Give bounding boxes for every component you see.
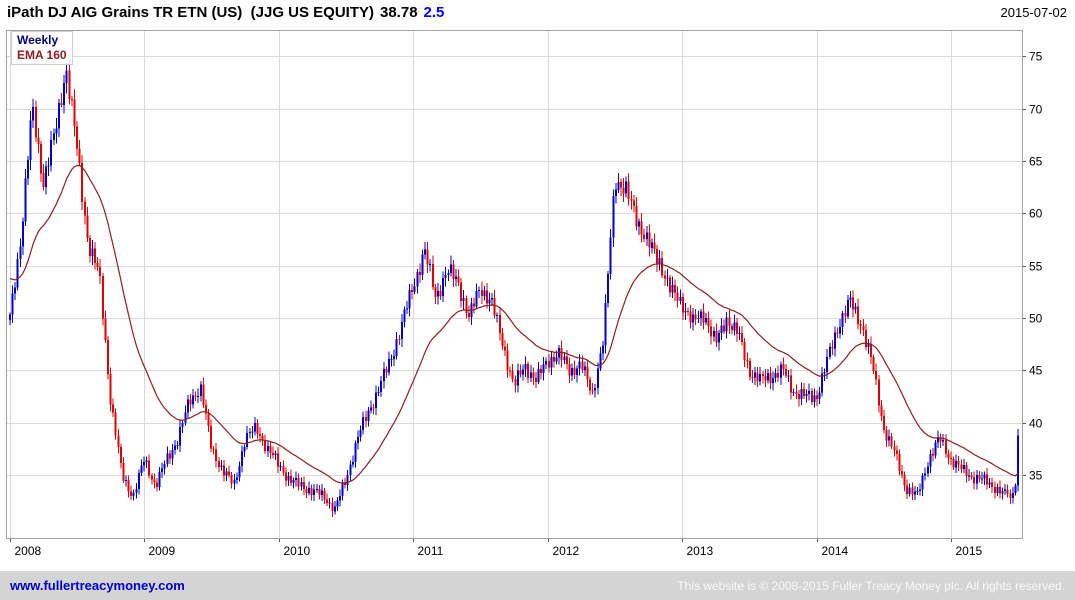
- svg-text:2013: 2013: [687, 544, 714, 558]
- svg-text:40: 40: [1029, 417, 1043, 431]
- svg-text:2010: 2010: [284, 544, 311, 558]
- svg-text:65: 65: [1029, 155, 1043, 169]
- chart-header: iPath DJ AIG Grains TR ETN (US) (JJG US …: [0, 0, 1075, 26]
- svg-text:60: 60: [1029, 207, 1043, 221]
- site-link[interactable]: www.fullertreacymoney.com: [10, 578, 185, 593]
- svg-text:50: 50: [1029, 312, 1043, 326]
- svg-text:2014: 2014: [822, 544, 849, 558]
- ema-label: EMA 160: [17, 48, 67, 62]
- svg-text:2011: 2011: [418, 544, 444, 558]
- svg-text:35: 35: [1029, 469, 1043, 483]
- candlestick-chart: 35 40 45 50 55 60 65 70 75 2008 2009 2010 2011 2012 20…: [6, 30, 1043, 558]
- price-change: 2.5: [423, 4, 445, 21]
- footer-bar: www.fullertreacymoney.com This website i…: [0, 571, 1075, 600]
- timeframe-label: Weekly: [17, 33, 59, 47]
- chart-date: 2015-07-02: [1000, 5, 1068, 20]
- svg-text:2008: 2008: [15, 544, 42, 558]
- svg-text:2015: 2015: [956, 544, 983, 558]
- svg-text:2012: 2012: [553, 544, 580, 558]
- chart-title: iPath DJ AIG Grains TR ETN (US) (JJG US …: [7, 4, 444, 21]
- copyright-text: This website is © 2008-2015 Fuller Treac…: [677, 578, 1065, 593]
- instrument-name: iPath DJ AIG Grains TR ETN (US) (JJG US …: [7, 4, 374, 21]
- svg-text:2009: 2009: [149, 544, 176, 558]
- svg-text:70: 70: [1029, 103, 1043, 117]
- svg-text:75: 75: [1029, 50, 1043, 64]
- svg-text:45: 45: [1029, 364, 1043, 378]
- last-price: 38.78: [380, 4, 418, 21]
- chart-legend: Weekly EMA 160: [11, 31, 73, 65]
- svg-text:55: 55: [1029, 260, 1043, 274]
